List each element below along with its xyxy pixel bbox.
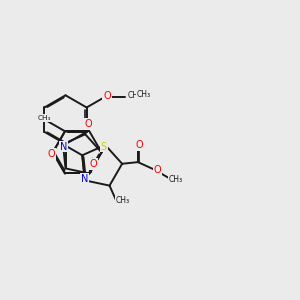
Text: CH₃: CH₃ — [115, 196, 129, 205]
Text: CH₂: CH₂ — [127, 91, 141, 100]
Text: CH₃: CH₃ — [169, 175, 183, 184]
Text: CH₃: CH₃ — [37, 115, 51, 121]
Text: N: N — [60, 142, 67, 152]
Text: O: O — [89, 159, 97, 169]
Text: O: O — [103, 91, 111, 101]
Text: S: S — [101, 142, 107, 152]
Text: O: O — [136, 140, 143, 150]
Text: N: N — [81, 174, 88, 184]
Text: CH₃: CH₃ — [137, 90, 151, 99]
Text: O: O — [153, 165, 161, 176]
Text: O: O — [85, 119, 92, 129]
Text: O: O — [47, 149, 55, 159]
